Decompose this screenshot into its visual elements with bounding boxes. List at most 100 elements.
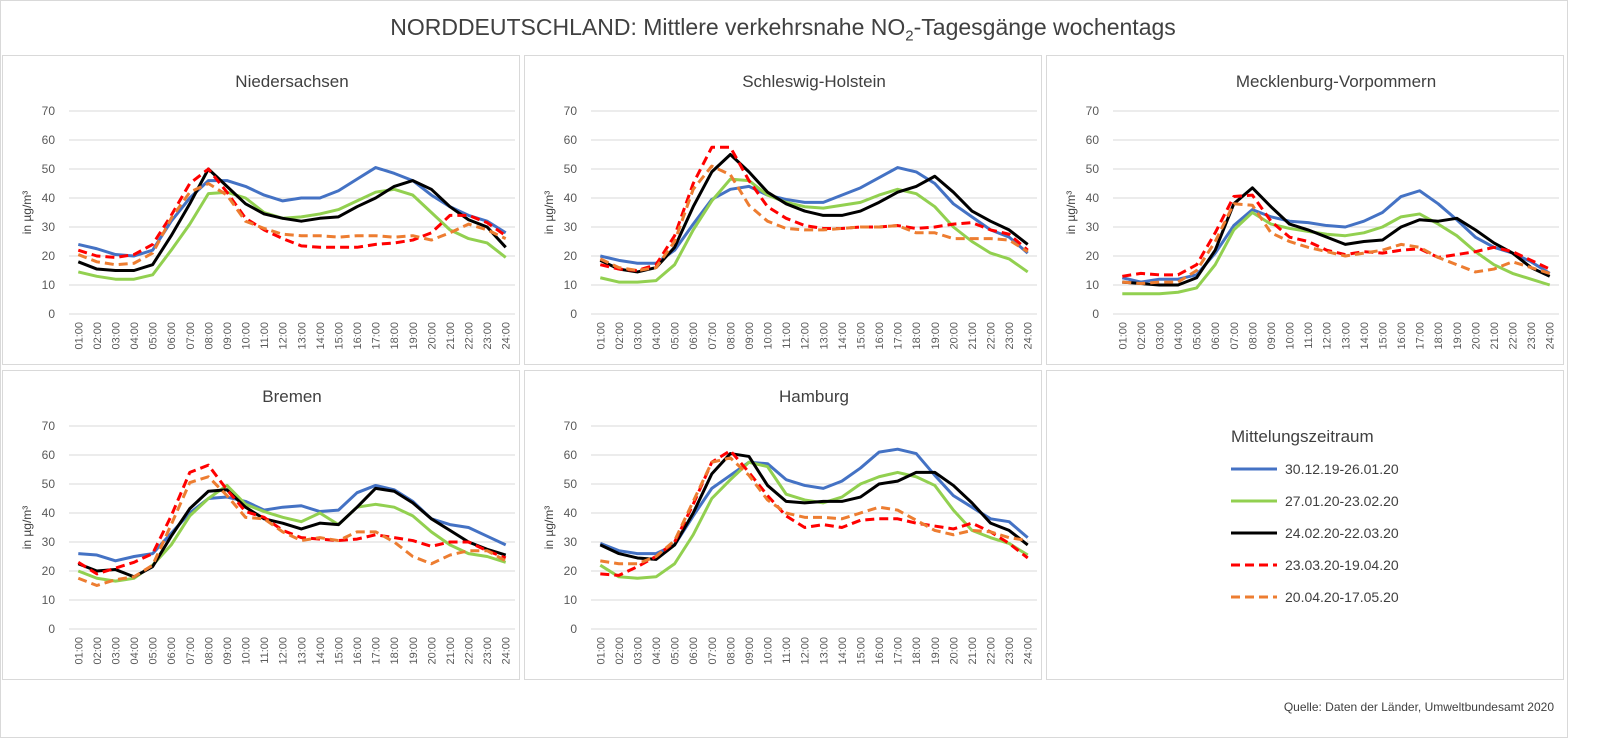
- y-tick-label: 10: [42, 278, 56, 292]
- x-tick-label: 19:00: [1452, 322, 1464, 350]
- x-tick-label: 21:00: [967, 322, 979, 350]
- y-tick-label: 50: [42, 477, 56, 491]
- series-line-3: [599, 153, 1029, 274]
- x-tick-label: 16:00: [874, 637, 886, 665]
- x-tick-label: 09:00: [744, 637, 756, 665]
- y-tick-label: 20: [42, 564, 56, 578]
- y-tick-label: 30: [564, 535, 578, 549]
- x-tick-label: 05:00: [1192, 322, 1204, 350]
- x-tick-label: 06:00: [166, 637, 178, 665]
- y-tick-label: 30: [564, 220, 578, 234]
- y-tick-label: 10: [564, 278, 578, 292]
- legend-swatch: [1231, 563, 1277, 567]
- x-tick-label: 24:00: [501, 637, 513, 665]
- x-tick-label: 08:00: [203, 637, 215, 665]
- x-tick-label: 09:00: [1266, 322, 1278, 350]
- y-tick-label: 50: [42, 162, 56, 176]
- x-tick-label: 01:00: [73, 322, 85, 350]
- x-tick-label: 22:00: [1508, 322, 1520, 350]
- series-line-1: [78, 483, 507, 563]
- legend-item: 30.12.19-26.01.20: [1231, 459, 1399, 479]
- legend-label: 30.12.19-26.01.20: [1285, 461, 1399, 477]
- y-tick-label: 10: [42, 593, 56, 607]
- x-tick-label: 13:00: [296, 637, 308, 665]
- x-tick-label: 12:00: [278, 637, 290, 665]
- y-axis-label: in µg/m³: [20, 191, 34, 235]
- x-tick-label: 23:00: [1004, 637, 1016, 665]
- chart-svg: Schleswig-Holstein 0 10 20 30 40 50 60 70 in µg/m…: [542, 72, 1037, 350]
- series-line-4: [599, 145, 1029, 272]
- x-tick-label: 14:00: [837, 637, 849, 665]
- x-tick-label: 23:00: [1004, 322, 1016, 350]
- legend-swatch: [1231, 531, 1277, 535]
- x-tick-label: 07:00: [185, 322, 197, 350]
- x-tick-label: 15:00: [333, 637, 345, 665]
- series-line-4: [1122, 193, 1551, 278]
- x-tick-label: 14:00: [315, 322, 327, 350]
- panel-title: Hamburg: [779, 387, 849, 406]
- series-line-2: [77, 187, 507, 281]
- x-tick-label: 18:00: [389, 637, 401, 665]
- x-tick-label: 17:00: [371, 322, 383, 350]
- x-tick-label: 03:00: [110, 322, 122, 350]
- panel-hamburg: Hamburg 0 10 20 30 40 50 60 70 in µg/m³ 01:00 02:00…: [524, 370, 1042, 680]
- x-tick-label: 18:00: [911, 637, 923, 665]
- x-tick-label: 13:00: [818, 322, 830, 350]
- legend-item: 23.03.20-19.04.20: [1231, 555, 1399, 575]
- legend-label: 23.03.20-19.04.20: [1285, 557, 1399, 573]
- y-tick-label: 70: [564, 419, 578, 433]
- x-tick-label: 24:00: [501, 322, 513, 350]
- x-tick-label: 15:00: [855, 637, 867, 665]
- x-tick-label: 03:00: [1154, 322, 1166, 350]
- y-tick-label: 10: [1086, 278, 1100, 292]
- y-tick-label: 0: [570, 307, 577, 321]
- legend: Mittelungszeitraum 30.12.19-26.01.20 27.0…: [1046, 370, 1564, 680]
- panel-niedersachsen: Niedersachsen 0 10 20 30 40 50 60 70 in µg/m³ 01:0…: [2, 55, 520, 365]
- x-tick-label: 24:00: [1023, 322, 1035, 350]
- x-tick-label: 07:00: [707, 637, 719, 665]
- x-tick-label: 11:00: [781, 322, 793, 349]
- x-tick-label: 18:00: [911, 322, 923, 350]
- legend-swatch: [1231, 467, 1277, 471]
- y-tick-label: 20: [564, 564, 578, 578]
- y-tick-label: 40: [564, 191, 578, 205]
- y-axis-label: in µg/m³: [20, 506, 34, 550]
- x-tick-label: 17:00: [371, 637, 383, 665]
- x-tick-label: 22:00: [464, 322, 476, 350]
- title-subscript: 2: [905, 27, 914, 45]
- y-tick-label: 30: [42, 220, 56, 234]
- y-axis-label: in µg/m³: [542, 506, 556, 550]
- x-tick-label: 20:00: [948, 322, 960, 350]
- y-tick-label: 20: [1086, 249, 1100, 263]
- legend-swatch: [1231, 499, 1277, 503]
- x-tick-label: 04:00: [1173, 322, 1185, 350]
- series-line-4: [77, 463, 507, 576]
- x-tick-label: 08:00: [725, 637, 737, 665]
- x-tick-label: 14:00: [1359, 322, 1371, 350]
- x-tick-label: 02:00: [1136, 322, 1148, 350]
- x-tick-label: 15:00: [855, 322, 867, 350]
- y-tick-label: 60: [1086, 133, 1100, 147]
- x-tick-label: 07:00: [707, 322, 719, 350]
- y-tick-label: 70: [42, 104, 56, 118]
- x-tick-label: 19:00: [930, 637, 942, 665]
- x-tick-label: 17:00: [1415, 322, 1427, 350]
- x-tick-label: 11:00: [259, 322, 271, 349]
- x-tick-label: 10:00: [241, 637, 253, 665]
- legend-label: 20.04.20-17.05.20: [1285, 589, 1399, 605]
- y-tick-label: 10: [564, 593, 578, 607]
- title-text: NORDDEUTSCHLAND: Mittlere verkehrsnahe N…: [390, 14, 906, 40]
- x-tick-label: 22:00: [464, 637, 476, 665]
- x-tick-label: 15:00: [1377, 322, 1389, 350]
- x-tick-label: 13:00: [818, 637, 830, 665]
- legend-item: 27.01.20-23.02.20: [1231, 491, 1399, 511]
- y-tick-label: 60: [564, 133, 578, 147]
- title-suffix: -Tagesgänge wochentags: [913, 14, 1176, 40]
- x-tick-label: 04:00: [129, 637, 141, 665]
- x-tick-label: 16:00: [352, 637, 364, 665]
- x-tick-label: 14:00: [837, 322, 849, 350]
- x-tick-label: 17:00: [893, 322, 905, 350]
- y-tick-label: 30: [1086, 220, 1100, 234]
- panel-title: Bremen: [262, 387, 322, 406]
